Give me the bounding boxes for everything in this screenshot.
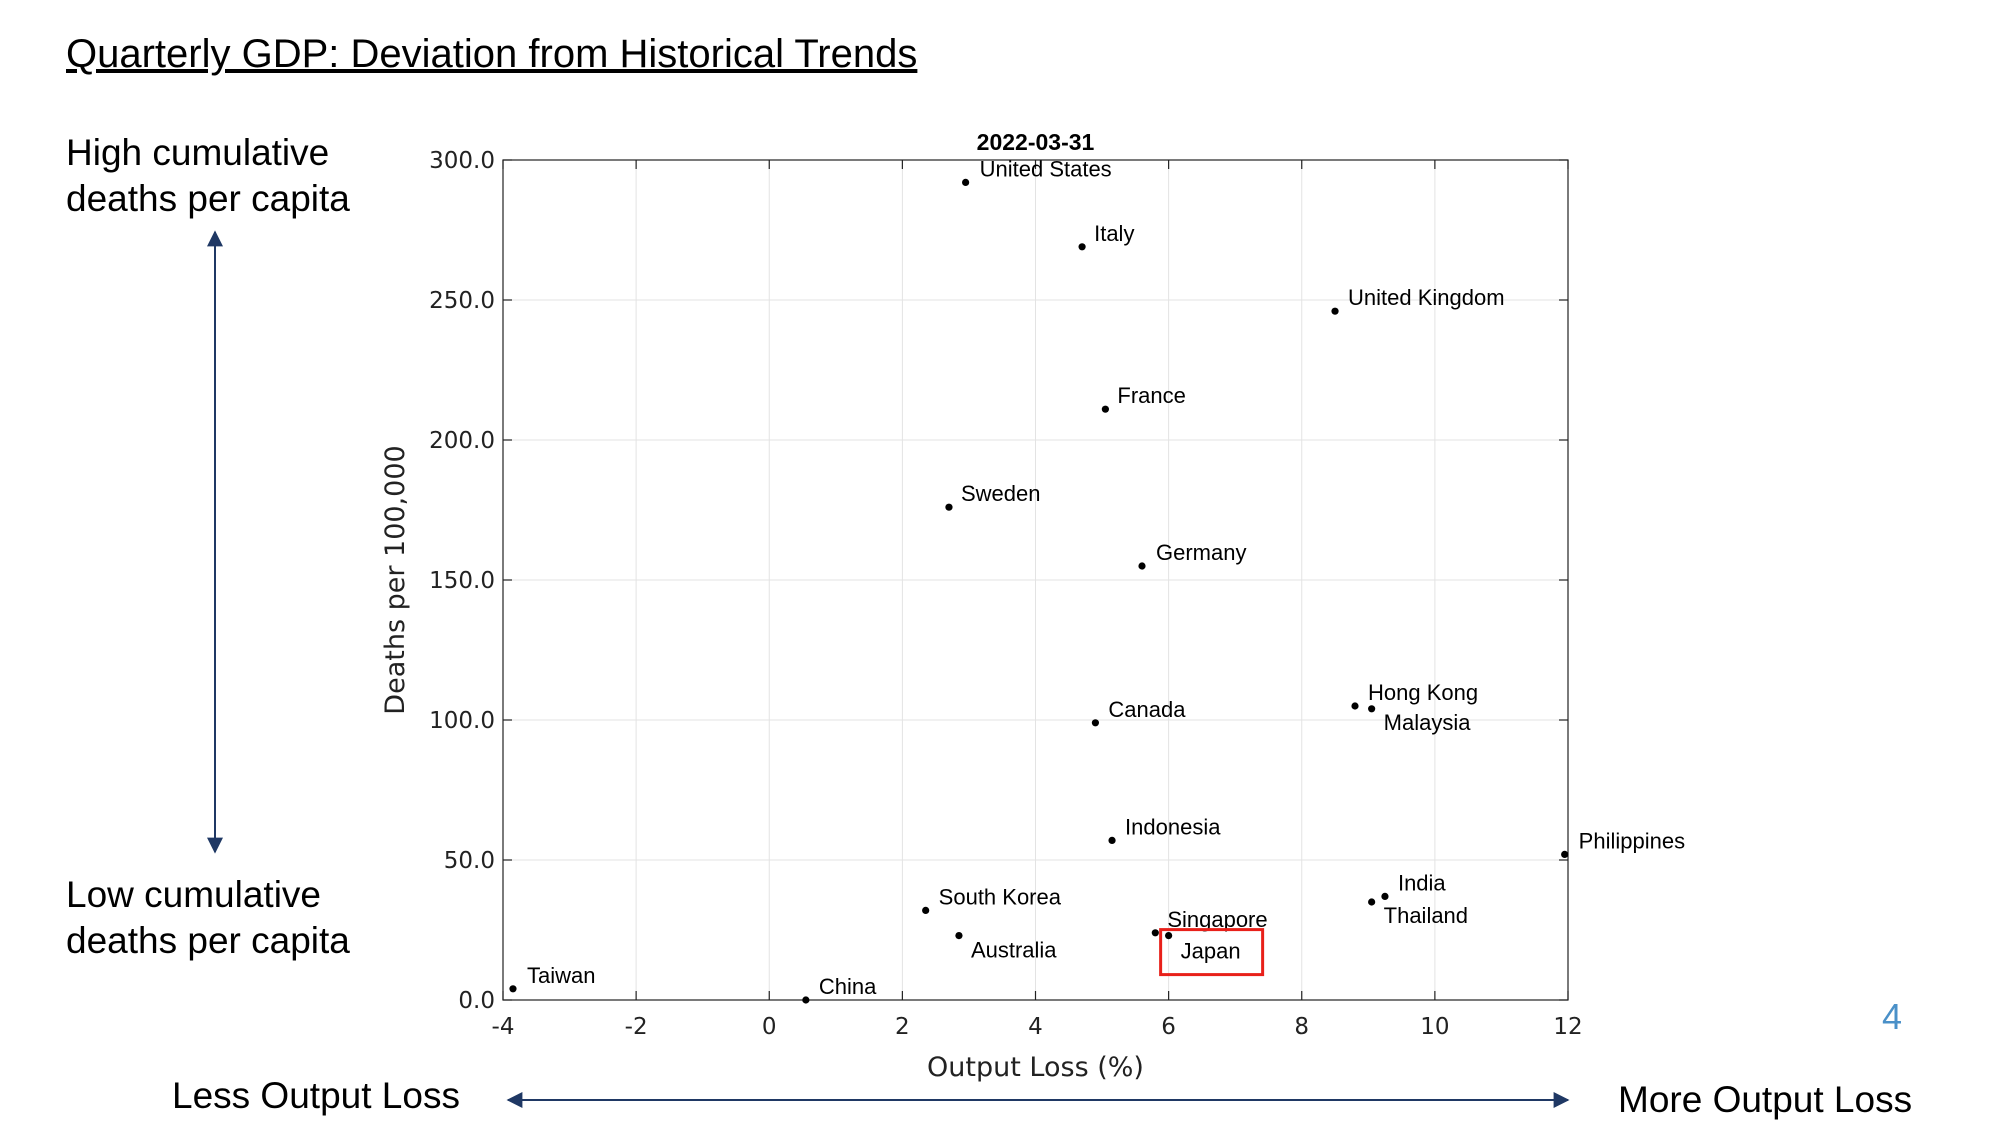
page-number: 4: [1882, 996, 1903, 1037]
x-axis-label: Output Loss (%): [927, 1052, 1144, 1083]
point-label-united-kingdom: United Kingdom: [1348, 285, 1505, 310]
point-united-kingdom: [1331, 307, 1339, 315]
low-deaths-label: Low cumulative deaths per capita: [66, 872, 350, 964]
x-tick-label: 8: [1294, 1014, 1309, 1040]
high-deaths-label: High cumulative deaths per capita: [66, 130, 350, 222]
x-tick-label: 6: [1161, 1014, 1176, 1040]
high-deaths-label-line2: deaths per capita: [66, 178, 350, 219]
axis-ticks: -4 -2 0 2 4 6 8 10 12 0.0 50.0 100.0 150.0 200.0 250.0…: [429, 148, 1583, 1040]
y-axis-label: Deaths per 100,000: [380, 445, 411, 714]
y-tick-label: 0.0: [458, 988, 495, 1014]
slide-title: Quarterly GDP: Deviation from Historical…: [66, 32, 918, 76]
data-points: United States Italy United Kingdom France Sw…: [509, 156, 1685, 1004]
point-label-germany: Germany: [1156, 540, 1246, 565]
chart-title: 2022-03-31: [977, 129, 1095, 155]
point-label-japan: Japan: [1181, 939, 1241, 964]
point-label-china: China: [819, 974, 877, 999]
low-deaths-label-line2: deaths per capita: [66, 920, 350, 961]
point-canada: [1091, 719, 1100, 727]
point-thailand: [1368, 898, 1376, 906]
x-tick-label: -4: [492, 1014, 515, 1040]
point-singapore: [1151, 929, 1159, 937]
x-tick-label: 10: [1420, 1014, 1449, 1040]
point-label-singapore: Singapore: [1167, 907, 1267, 932]
point-label-india: India: [1398, 870, 1446, 895]
point-label-sweden: Sweden: [961, 481, 1041, 506]
point-label-hong-kong: Hong Kong: [1368, 680, 1478, 705]
point-italy: [1078, 243, 1086, 251]
point-label-indonesia: Indonesia: [1125, 814, 1221, 839]
point-label-thailand: Thailand: [1384, 903, 1468, 928]
point-label-south-korea: South Korea: [939, 884, 1062, 909]
y-tick-label: 250.0: [429, 288, 495, 314]
point-philippines: [1561, 850, 1569, 859]
y-tick-label: 300.0: [429, 148, 495, 174]
point-taiwan: [509, 985, 517, 993]
point-label-united-states: United States: [980, 156, 1112, 181]
point-united-states: [962, 178, 970, 186]
point-label-france: France: [1117, 383, 1185, 408]
point-label-malaysia: Malaysia: [1384, 710, 1472, 735]
point-france: [1101, 405, 1109, 413]
low-deaths-label-line1: Low cumulative: [66, 874, 322, 915]
point-china: [802, 996, 810, 1004]
point-australia: [955, 932, 963, 940]
point-label-philippines: Philippines: [1579, 828, 1685, 853]
japan-highlight-box: [1159, 928, 1265, 977]
point-malaysia: [1368, 705, 1376, 713]
point-india: [1381, 892, 1389, 901]
y-tick-label: 100.0: [429, 708, 495, 734]
point-label-canada: Canada: [1108, 697, 1186, 722]
high-deaths-label-line1: High cumulative: [66, 132, 330, 173]
y-tick-label: 50.0: [444, 848, 495, 874]
point-label-italy: Italy: [1094, 221, 1134, 246]
x-tick-label: 12: [1553, 1014, 1582, 1040]
point-japan: [1165, 932, 1173, 940]
less-output-loss-label: Less Output Loss: [172, 1075, 460, 1116]
more-output-loss-label: More Output Loss: [1618, 1079, 1913, 1120]
point-south-korea: [922, 906, 930, 915]
x-tick-label: 2: [895, 1014, 910, 1040]
point-hong-kong: [1351, 702, 1359, 710]
point-indonesia: [1108, 836, 1116, 845]
point-label-taiwan: Taiwan: [527, 963, 595, 988]
x-tick-label: 0: [762, 1014, 777, 1040]
x-tick-label: -2: [625, 1014, 648, 1040]
y-tick-label: 150.0: [429, 568, 495, 594]
x-tick-label: 4: [1028, 1014, 1043, 1040]
point-germany: [1138, 562, 1146, 570]
point-label-australia: Australia: [971, 938, 1057, 963]
point-sweden: [945, 503, 953, 511]
y-tick-label: 200.0: [429, 428, 495, 454]
